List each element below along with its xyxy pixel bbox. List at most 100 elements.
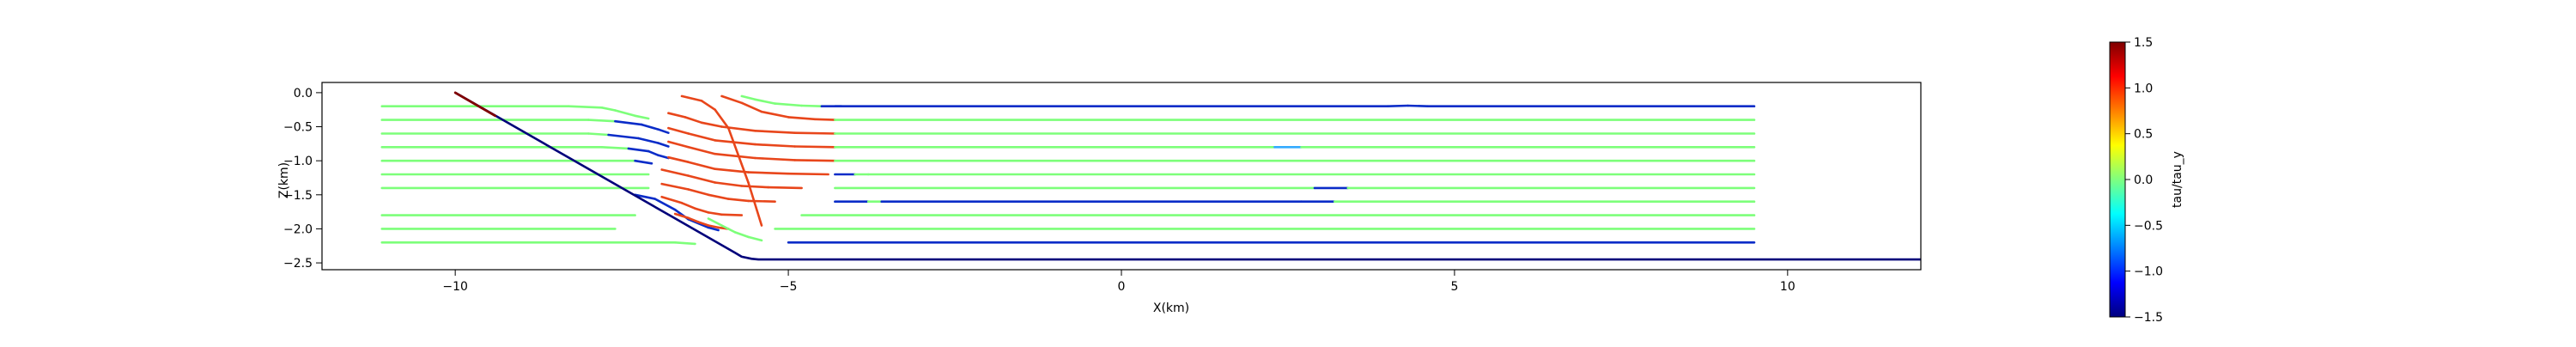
streamline-21-segment-0: [740, 94, 756, 101]
streamline-17-segment-2: [714, 181, 744, 187]
colorbar-tick-label-5: −1.0: [2134, 265, 2163, 279]
streamline-17-segment-3: [740, 185, 770, 189]
colorbar: 1.5 1.0 0.5 0.0 −0.5 −1.0 −1.5 tau/tau_y: [2109, 36, 2184, 325]
streamline-12-segment-0: [720, 94, 744, 105]
streamline-12-segment-4: [813, 118, 836, 121]
streamline-16-segment-2: [714, 167, 750, 174]
streamline-0-segment-4: [634, 114, 650, 120]
streamline-16-segment-0: [667, 155, 690, 163]
streamline-17-segment-0: [660, 168, 690, 177]
streamline-19-segment-0: [660, 195, 683, 204]
streamline-1-segment-3: [641, 123, 660, 131]
streamline-17-segment-4: [767, 186, 803, 190]
streamline-20-segment-3: [707, 224, 720, 229]
streamline-3-segment-4: [657, 154, 670, 160]
boundary-line: [454, 91, 1921, 261]
streamline-12-segment-3: [787, 116, 817, 121]
y-tick-label-3: −1.5: [283, 189, 313, 203]
streamline-12-segment-1: [740, 101, 763, 113]
boundary-surface-segment: [453, 91, 497, 118]
colorbar-tick-label-1: 1.0: [2134, 82, 2153, 95]
x-tick-label-0: −10: [442, 280, 468, 294]
streamline-1-segment-1: [586, 119, 617, 123]
y-tick-label-2: −1.0: [283, 155, 313, 168]
streamline-11-segment-0: [680, 94, 703, 102]
streamline-10-segment-4: [707, 226, 720, 232]
streamline-15-segment-0: [667, 140, 690, 149]
streamline-14-segment-1: [687, 132, 717, 142]
streamline-16-segment-3: [747, 171, 790, 175]
streamline-22-segment-1: [720, 224, 737, 234]
streamline-18-segment-3: [726, 198, 750, 203]
streamline-19-segment-4: [720, 213, 744, 216]
streamline-0-segment-2: [600, 107, 617, 112]
x-tick-label-1: −5: [780, 280, 798, 294]
streamline-15-segment-1: [687, 146, 717, 155]
streamline-15-segment-2: [714, 152, 756, 160]
colorbar-tick-label-3: 0.0: [2134, 174, 2153, 187]
streamline-14-segment-3: [753, 143, 797, 148]
colorbar-label: tau/tau_y: [2171, 151, 2184, 208]
streamline-22-segment-3: [747, 235, 763, 242]
streamline-13-segment-0: [667, 112, 687, 119]
streamline-18-segment-1: [687, 188, 710, 197]
streamline-11-segment-4: [747, 181, 763, 227]
streamline-18-segment-2: [707, 193, 730, 200]
colorbar-gradient: [2109, 41, 2126, 318]
streamline-14-segment-2: [714, 139, 756, 146]
streamline-21-segment-1: [753, 98, 776, 105]
y-tick-label-0: 0.0: [294, 87, 313, 100]
streamline-3-segment-2: [627, 147, 650, 153]
streamline-10-segment-0: [634, 193, 657, 200]
streamline-layer: [380, 94, 1756, 246]
streamline-14-segment-0: [667, 126, 690, 135]
streamline-18-segment-0: [660, 182, 690, 191]
streamline-19-segment-1: [680, 202, 696, 210]
streamline-9-segment-1: [673, 240, 696, 246]
streamline-2-segment-4: [657, 142, 670, 148]
colorbar-tick-label-2: 0.5: [2134, 128, 2153, 142]
streamline-2-segment-1: [586, 132, 610, 137]
streamline-1-segment-2: [614, 119, 643, 126]
streamline-15-segment-3: [753, 156, 797, 161]
streamline-23-segment-2: [1406, 104, 1430, 107]
streamline-16-segment-1: [687, 161, 717, 170]
streamline-22-segment-2: [733, 231, 750, 239]
streamline-3-segment-1: [600, 146, 630, 150]
colorbar-tick-label-4: −0.5: [2134, 219, 2163, 233]
streamline-20-segment-2: [696, 221, 710, 227]
streamline-1-segment-4: [657, 128, 670, 134]
streamline-15-segment-4: [793, 159, 836, 162]
colorbar-tick-label-6: −1.5: [2134, 311, 2163, 325]
streamline-2-segment-2: [607, 133, 640, 140]
streamline-21-segment-2: [774, 102, 803, 107]
x-tick-label-2: 0: [1118, 280, 1126, 294]
streamline-20-segment-1: [687, 216, 700, 223]
streamline-22-segment-0: [707, 217, 723, 227]
y-tick-label-5: −2.5: [283, 257, 313, 271]
streamline-13-segment-4: [753, 130, 797, 134]
streamline-18-segment-4: [747, 199, 776, 203]
streamline-23-segment-1: [1387, 104, 1409, 107]
x-axis-label: X(km): [1153, 301, 1189, 315]
streamline-12-segment-2: [760, 110, 790, 119]
streamline-10-segment-3: [687, 218, 710, 229]
x-tick-label-4: 10: [1780, 280, 1795, 294]
streamline-10-segment-1: [653, 198, 677, 211]
streamline-11-segment-2: [714, 108, 730, 130]
streamline-0-segment-3: [614, 109, 636, 118]
y-tick-label-1: −0.5: [283, 121, 313, 135]
y-tick-label-4: −2.0: [283, 222, 313, 236]
streamline-0-segment-1: [567, 105, 604, 109]
y-axis: 0.0 −0.5 −1.0 −1.5 −2.0 −2.5: [283, 87, 322, 271]
streamline-4-segment-1: [634, 159, 653, 165]
y-axis-label: Z(km): [277, 162, 291, 198]
x-tick-label-3: 5: [1450, 280, 1458, 294]
streamline-2-segment-3: [637, 137, 660, 144]
streamline-13-segment-2: [700, 121, 723, 128]
streamline-3-segment-3: [647, 149, 660, 157]
streamline-14-segment-4: [793, 145, 836, 149]
streamline-19-segment-2: [694, 207, 710, 214]
colorbar-ticks: 1.5 1.0 0.5 0.0 −0.5 −1.0 −1.5: [2125, 36, 2163, 325]
